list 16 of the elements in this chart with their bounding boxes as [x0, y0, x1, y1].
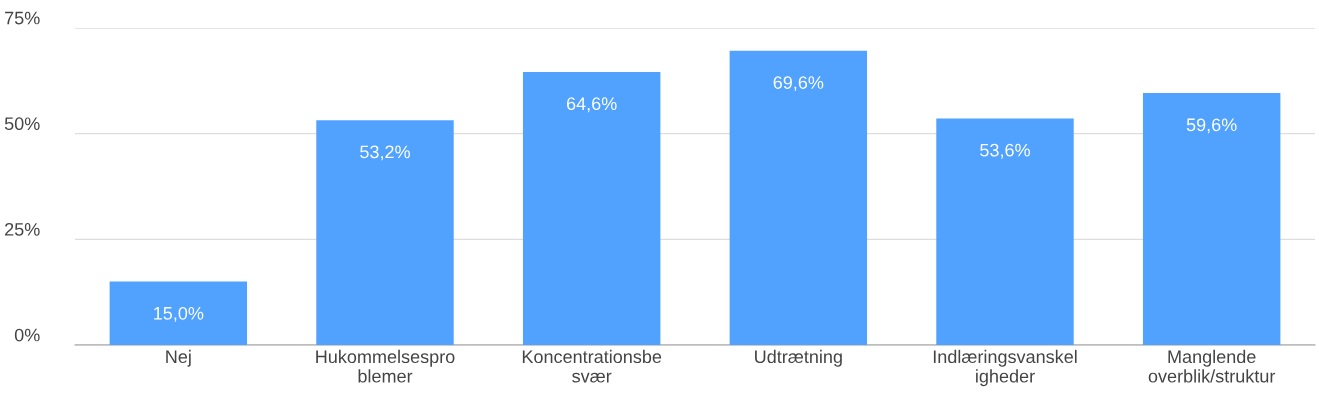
x-tick-label: Koncentrationsbe svær	[522, 349, 662, 383]
x-tick-label: Udtrætning	[755, 349, 842, 367]
x-tick-label: Nej	[166, 349, 191, 367]
data-label: 53,2%	[360, 145, 410, 161]
y-tick-label: 75%	[5, 11, 40, 25]
data-label: 53,6%	[980, 143, 1030, 159]
x-tick-label: Indlæringsvanskel igheder	[933, 349, 1077, 387]
x-tick-label: Manglende overblik/struktur	[1148, 349, 1276, 383]
y-tick-label: 25%	[5, 222, 40, 236]
y-tick-label: 50%	[4, 117, 40, 131]
y-tick-label: 0%	[14, 328, 40, 342]
data-label: 59,6%	[1186, 118, 1237, 134]
x-tick-label: Hukommelsespro blemer	[316, 349, 455, 383]
data-label: 64,6%	[566, 97, 617, 113]
data-label: 15,0%	[154, 306, 204, 322]
data-label: 69,6%	[773, 76, 824, 92]
